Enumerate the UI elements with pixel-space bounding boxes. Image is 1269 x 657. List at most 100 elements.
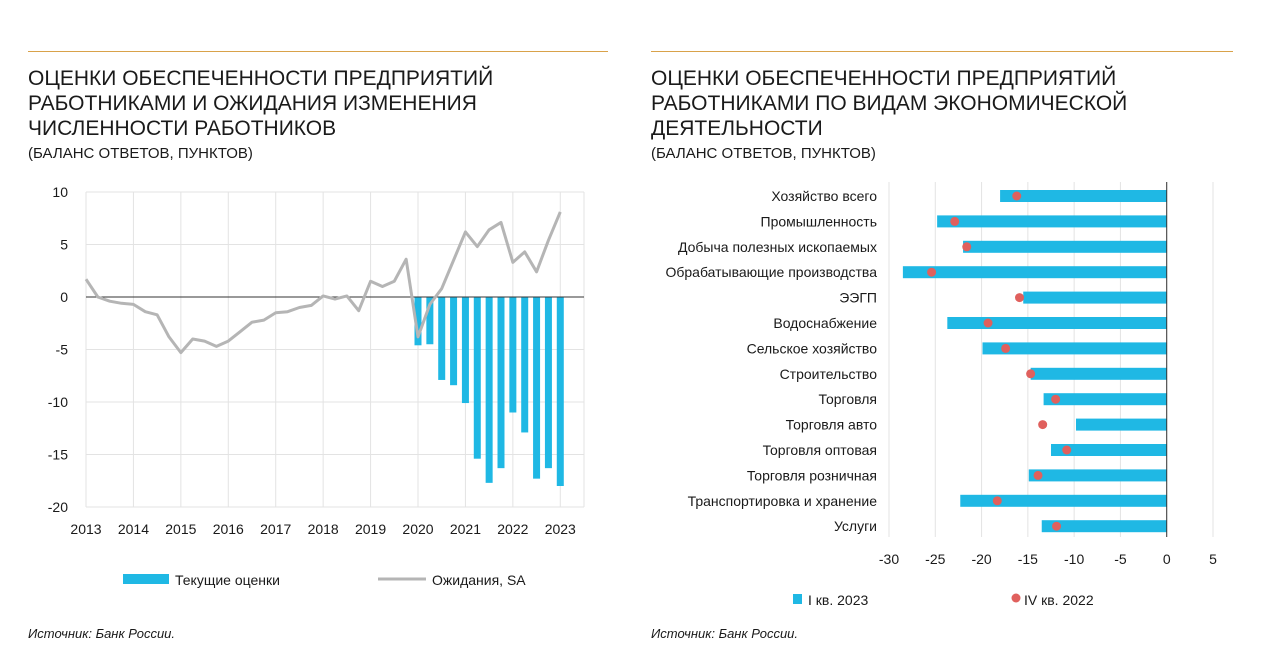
x-tick-label: 2015 xyxy=(165,521,196,537)
y-tick-label: 5 xyxy=(60,237,68,253)
q4-2022-dot xyxy=(1062,445,1072,455)
q1-2023-bar xyxy=(960,494,1167,507)
q4-2022-dot xyxy=(1001,343,1011,353)
x-tick-label: -25 xyxy=(925,551,945,567)
q4-2022-dot xyxy=(1052,521,1062,531)
q1-2023-bar xyxy=(947,317,1167,329)
right-chart-svg: -30 -25 -20 -15 -10 -5 0 5 Хозяйство всего Промыш… xyxy=(665,182,1217,608)
y-tick-label: -10 xyxy=(48,394,68,410)
q4-2022-dot xyxy=(1012,191,1022,201)
q1-2023-bar xyxy=(902,266,1167,279)
current-estimate-bar xyxy=(509,297,517,413)
expectations-line xyxy=(84,211,562,355)
category-label: Сельское хозяйство xyxy=(747,340,878,356)
x-tick-label: 2014 xyxy=(118,521,149,537)
category-label: Транспортировка и хранение xyxy=(688,493,878,509)
x-tick-label: 0 xyxy=(1163,551,1171,567)
x-tick-label: 2018 xyxy=(308,521,339,537)
category-label: ЭЭГП xyxy=(839,290,877,306)
current-estimate-bar xyxy=(533,297,541,479)
q1-2023-bar xyxy=(1051,444,1167,456)
current-estimate-bar xyxy=(426,297,434,345)
y-tick-label: -5 xyxy=(56,342,69,358)
current-estimate-bar xyxy=(438,297,446,380)
current-estimate-bar xyxy=(450,297,458,386)
category-label: Обрабатывающие производства xyxy=(665,264,877,280)
q1-2023-bar xyxy=(1030,367,1167,380)
legend-bar-label: I кв. 2023 xyxy=(808,592,868,608)
q1-2023-bar xyxy=(937,215,1167,228)
q4-2022-dot xyxy=(927,267,937,277)
left-panel: ОЦЕНКИ ОБЕСПЕЧЕННОСТИ ПРЕДПРИЯТИЙ РАБОТН… xyxy=(28,0,628,657)
category-label: Услуги xyxy=(834,518,877,534)
current-estimate-bar xyxy=(414,297,422,346)
right-chart-title: ОЦЕНКИ ОБЕСПЕЧЕННОСТИ ПРЕДПРИЯТИЙ РАБОТН… xyxy=(651,67,1128,140)
category-label: Торговля розничная xyxy=(747,467,877,483)
x-tick-label: 2023 xyxy=(545,521,576,537)
q1-2023-bar xyxy=(1023,291,1167,304)
x-tick-label: 2013 xyxy=(70,521,101,537)
current-estimate-bar xyxy=(521,297,529,433)
current-estimate-bar xyxy=(556,297,564,486)
q1-2023-bar xyxy=(1000,190,1167,202)
q4-2022-dot xyxy=(983,318,993,328)
x-tick-label: 2022 xyxy=(497,521,528,537)
x-tick-label: -5 xyxy=(1114,551,1127,567)
x-tick-label: 2020 xyxy=(402,521,433,537)
x-tick-label: 2017 xyxy=(260,521,291,537)
category-label: Торговля оптовая xyxy=(763,442,877,458)
x-tick-label: -10 xyxy=(1064,551,1084,567)
q4-2022-dot xyxy=(1051,394,1061,404)
legend-bar-swatch xyxy=(123,574,169,584)
q1-2023-bar xyxy=(1043,393,1167,406)
current-estimate-bar xyxy=(497,297,505,469)
category-label: Добыча полезных ископаемых xyxy=(678,239,877,255)
category-label: Строительство xyxy=(780,366,878,382)
legend-bar-swatch xyxy=(793,594,802,604)
q4-2022-dot xyxy=(950,216,960,226)
left-source: Источник: Банк России. xyxy=(28,626,176,641)
q4-2022-dot xyxy=(1038,420,1048,430)
right-panel: ОЦЕНКИ ОБЕСПЕЧЕННОСТИ ПРЕДПРИЯТИЙ РАБОТН… xyxy=(651,0,1233,657)
q1-2023-bar xyxy=(1028,469,1167,482)
q4-2022-dot xyxy=(962,242,972,252)
y-tick-label: -20 xyxy=(48,499,68,515)
category-label: Промышленность xyxy=(761,213,877,229)
current-estimate-bar xyxy=(485,297,493,483)
q4-2022-dot xyxy=(1015,293,1025,303)
y-tick-label: 0 xyxy=(60,289,68,305)
q4-2022-dot xyxy=(1033,470,1043,480)
q1-2023-bar xyxy=(1041,520,1167,533)
category-label: Водоснабжение xyxy=(773,315,877,331)
q4-2022-dot xyxy=(1026,369,1036,379)
x-tick-label: 2021 xyxy=(450,521,481,537)
current-estimate-bar xyxy=(461,297,469,404)
x-tick-label: 5 xyxy=(1209,551,1217,567)
x-tick-label: 2016 xyxy=(213,521,244,537)
left-top-rule xyxy=(28,51,608,52)
y-tick-label: 10 xyxy=(52,184,68,200)
legend-dot-label: IV кв. 2022 xyxy=(1024,592,1094,608)
x-tick-label: 2019 xyxy=(355,521,386,537)
category-label: Торговля авто xyxy=(786,417,878,433)
left-chart-title: ОЦЕНКИ ОБЕСПЕЧЕННОСТИ ПРЕДПРИЯТИЙ РАБОТН… xyxy=(28,67,494,140)
x-tick-label: -15 xyxy=(1018,551,1038,567)
right-top-rule xyxy=(651,51,1233,52)
current-estimate-bar xyxy=(544,297,552,469)
x-tick-label: -30 xyxy=(879,551,899,567)
legend-line-label: Ожидания, SA xyxy=(432,572,526,588)
q1-2023-bar xyxy=(982,342,1167,355)
x-tick-label: -20 xyxy=(971,551,991,567)
category-label: Торговля xyxy=(819,391,877,407)
category-label: Хозяйство всего xyxy=(771,188,877,204)
q1-2023-bar xyxy=(963,240,1167,253)
current-estimate-bar xyxy=(473,297,481,459)
right-source: Источник: Банк России. xyxy=(651,626,799,641)
q1-2023-bar xyxy=(1075,418,1167,431)
q4-2022-dot xyxy=(992,496,1002,506)
right-chart-subtitle: (БАЛАНС ОТВЕТОВ, ПУНКТОВ) xyxy=(651,145,876,162)
y-tick-label: -15 xyxy=(48,447,68,463)
legend-dot-swatch xyxy=(1011,593,1021,603)
left-chart-svg: 2013 2014 2015 2016 2017 2018 2019 2020 2021 2022… xyxy=(48,184,585,588)
legend-bar-label: Текущие оценки xyxy=(175,572,280,588)
